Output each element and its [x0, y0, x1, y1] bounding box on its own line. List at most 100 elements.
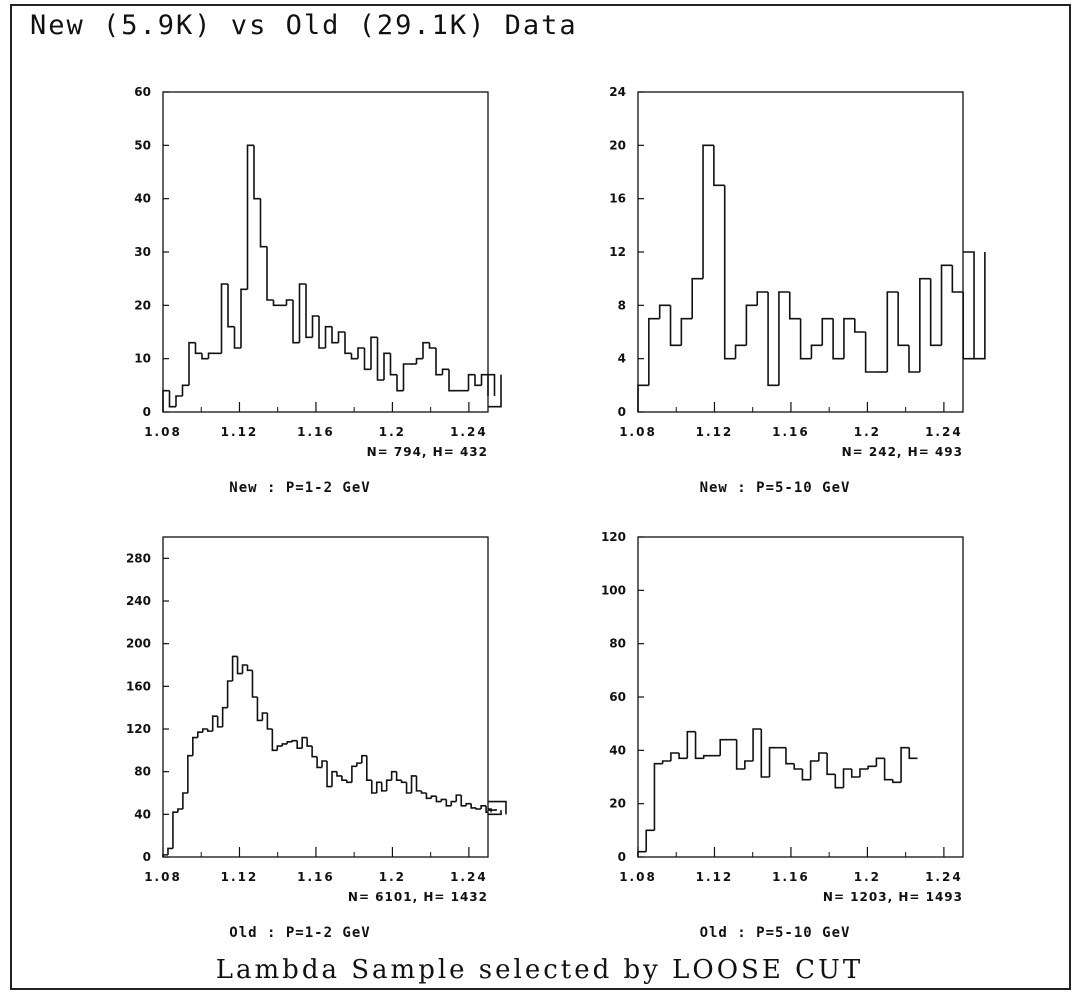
plot-frame: [162, 91, 489, 413]
histogram-bin: [465, 802, 472, 806]
histogram-bin: [383, 352, 391, 380]
histogram-bin: [167, 847, 173, 855]
histogram-bin: [756, 291, 769, 306]
plot-frame: [637, 536, 964, 858]
histogram-bin: [488, 808, 492, 813]
histogram-bin: [177, 808, 183, 813]
histogram-bin: [929, 278, 942, 347]
x-tick-label: 1.24: [450, 870, 488, 884]
histogram-bin: [196, 731, 203, 738]
histogram-bin: [670, 752, 680, 761]
histogram-bin: [415, 357, 423, 364]
histogram-bin: [653, 762, 663, 831]
histogram-bin: [637, 384, 649, 412]
y-tick-label: 120: [126, 722, 151, 736]
y-tick-label: 40: [609, 743, 626, 757]
histogram-bin: [853, 318, 866, 333]
histogram-bin: [778, 291, 790, 386]
histogram-bin: [892, 779, 902, 784]
histogram-bin: [231, 655, 238, 681]
histogram-bin: [350, 353, 358, 360]
histogram-bin: [201, 353, 209, 360]
histogram-bin: [422, 341, 430, 359]
histogram-plot: 0 40 80 120 160 200 240 280 1.08 1.12 1.16 1.2 1.24: [126, 536, 507, 884]
y-tick-label: 20: [134, 298, 151, 312]
histogram-bin: [187, 754, 193, 793]
histogram-panel-old-p1-2: 0 40 80 120 160 200 240 280 1.08 1.12 1.16 1.2 1.24 …: [100, 525, 507, 945]
histogram-bin: [448, 369, 456, 392]
histogram-bin: [331, 326, 339, 344]
y-tick-label: 0: [618, 405, 626, 419]
histogram-panel-new-p5-10: 0 4 8 12 16 20 24 1.08 1.12 1.16 1.2 1.24 N= 242, H…: [575, 80, 986, 500]
x-tick-label: 1.24: [925, 870, 963, 884]
histogram-bin: [226, 680, 233, 708]
x-tick-label: 1.16: [297, 870, 335, 884]
histogram-panel-new-p1-2: 0 10 20 30 40 50 60 1.08 1.12 1.16 1.2 1.24 N= 794,…: [100, 80, 502, 500]
y-tick-label: 30: [134, 245, 151, 259]
histogram-bin: [678, 753, 688, 760]
histogram-bin: [168, 390, 176, 408]
histogram-bin: [809, 760, 819, 780]
histogram-bin: [192, 736, 198, 756]
histogram-bin: [760, 729, 770, 778]
histogram-bin: [351, 765, 357, 783]
histogram-bin: [445, 799, 452, 807]
x-tick-label: 1.08: [619, 870, 657, 884]
histogram-bin: [908, 345, 920, 373]
histogram-bin: [324, 325, 332, 348]
y-tick-label: 8: [618, 298, 626, 312]
x-tick-label: 1.16: [772, 870, 810, 884]
histogram-bin: [261, 712, 268, 721]
y-tick-label: 120: [601, 530, 626, 544]
histogram-bin: [801, 769, 811, 781]
histogram-bin: [475, 807, 482, 810]
histogram-bin: [875, 757, 885, 767]
histogram-bin: [246, 665, 253, 672]
histogram-bin: [256, 697, 263, 722]
x-tick-label: 1.08: [144, 425, 182, 439]
x-tick-label: 1.12: [221, 870, 259, 884]
histogram-bin: [188, 341, 196, 386]
y-tick-label: 24: [609, 85, 626, 99]
histogram-bin: [375, 781, 382, 793]
histogram-bin: [767, 292, 779, 387]
histogram-bin: [810, 344, 823, 359]
y-tick-label: 50: [134, 138, 151, 152]
histogram-bin: [488, 809, 497, 811]
x-tick-label: 1.2: [854, 425, 881, 439]
histogram-bin: [793, 763, 803, 770]
y-tick-label: 0: [618, 850, 626, 864]
histogram-bin: [818, 752, 828, 761]
histogram-bin: [834, 774, 844, 789]
histogram-bin: [883, 758, 893, 781]
y-tick-label: 20: [609, 138, 626, 152]
histogram-bin: [286, 741, 293, 744]
histogram-bin: [253, 145, 261, 200]
histogram-bin: [162, 854, 168, 857]
histogram-bin: [752, 728, 762, 761]
histogram-bin: [440, 798, 447, 802]
histogram-bin: [402, 363, 410, 391]
histogram-bin: [430, 795, 437, 799]
histogram-bin: [788, 292, 801, 320]
histogram-bin: [201, 728, 208, 733]
histogram-bin: [745, 304, 758, 346]
histogram-bin: [859, 768, 869, 777]
figure-frame: [10, 4, 1071, 990]
histogram-series: [637, 144, 986, 412]
histogram-bin: [735, 739, 745, 770]
histogram-bin: [951, 265, 963, 293]
y-tick-label: 40: [134, 807, 151, 821]
y-tick-label: 10: [134, 352, 151, 366]
histogram-bin: [396, 374, 404, 392]
histogram-bin: [172, 811, 178, 849]
histogram-bin: [488, 374, 502, 408]
histogram-bin: [344, 332, 352, 355]
x-tick-label: 1.12: [696, 870, 734, 884]
histogram-bin: [744, 760, 754, 769]
x-tick-label: 1.2: [379, 425, 406, 439]
histogram-bin: [311, 315, 319, 338]
histogram-bin: [240, 288, 248, 348]
histogram-bin: [266, 246, 274, 301]
y-tick-label: 20: [609, 797, 626, 811]
